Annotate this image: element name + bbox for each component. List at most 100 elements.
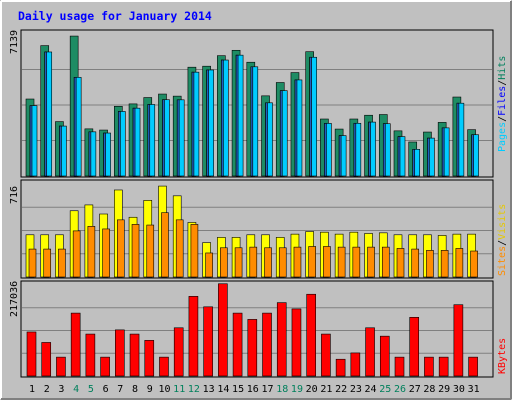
- bar-pages: [412, 149, 416, 177]
- bar-sites: [470, 250, 478, 278]
- bar-pages: [353, 122, 357, 177]
- bar-sites: [337, 246, 346, 278]
- bar-pages: [103, 132, 106, 177]
- bar-pages: [427, 137, 430, 177]
- bar-kbytes: [41, 342, 52, 377]
- x-tick-label: 17: [261, 384, 273, 395]
- legend-separator: /: [497, 240, 508, 246]
- bar-pages: [456, 102, 460, 177]
- x-tick-label: 20: [306, 384, 318, 395]
- bar-pages: [191, 71, 195, 177]
- bar-kbytes: [218, 283, 228, 377]
- x-tick-label: 1: [29, 384, 35, 395]
- bar-pages: [235, 54, 239, 177]
- bar-pages: [294, 79, 298, 177]
- bar-sites: [87, 226, 96, 278]
- bar-sites: [352, 246, 361, 278]
- bar-sites: [102, 228, 110, 278]
- bar-kbytes: [379, 335, 390, 377]
- x-tick-label: 6: [103, 384, 109, 395]
- x-tick-label: 10: [158, 384, 170, 395]
- bar-kbytes: [321, 333, 331, 377]
- bar-pages: [73, 77, 77, 177]
- x-tick-label: 3: [58, 384, 64, 395]
- x-tick-label: 29: [438, 384, 450, 395]
- bar-sites: [58, 248, 66, 278]
- bar-kbytes: [56, 356, 66, 377]
- bar-pages: [338, 135, 342, 177]
- bar-sites: [396, 248, 405, 278]
- bar-pages: [132, 107, 136, 177]
- bar-sites: [293, 246, 302, 278]
- panel-kbytes-ymax: 217036: [9, 281, 20, 317]
- legend-kbytes: KBytes: [497, 338, 508, 374]
- bar-sites: [28, 248, 37, 278]
- panel-visits-legend: Sites/Visits: [497, 204, 508, 276]
- bar-kbytes: [232, 312, 243, 377]
- bars-layer: [25, 35, 479, 377]
- bar-pages: [324, 123, 327, 177]
- bar-pages: [118, 111, 121, 177]
- x-tick-label: 16: [247, 384, 259, 395]
- bar-kbytes: [159, 356, 169, 377]
- bar-kbytes: [26, 331, 37, 377]
- bar-pages: [147, 104, 151, 177]
- bar-sites: [234, 247, 243, 278]
- chart-title: Daily usage for January 2014: [18, 9, 212, 23]
- x-tick-label: 15: [232, 384, 244, 395]
- bar-pages: [265, 102, 268, 177]
- bar-sites: [131, 224, 140, 278]
- bar-kbytes: [276, 302, 287, 377]
- x-tick-label: 5: [88, 384, 94, 395]
- legend-files: Files: [497, 86, 508, 116]
- bar-sites: [426, 250, 434, 278]
- bar-kbytes: [144, 340, 155, 377]
- bar-kbytes: [291, 308, 302, 377]
- bar-kbytes: [306, 293, 316, 377]
- x-tick-label: 28: [423, 384, 435, 395]
- x-tick-label: 13: [203, 384, 215, 395]
- x-tick-label: 24: [365, 384, 377, 395]
- bar-pages: [88, 131, 92, 177]
- bar-kbytes: [453, 304, 464, 377]
- bar-sites: [367, 246, 375, 278]
- bar-sites: [161, 212, 169, 278]
- bar-sites: [308, 246, 316, 278]
- bar-sites: [455, 248, 464, 278]
- legend-sites: Sites: [497, 246, 508, 276]
- bar-sites: [220, 247, 228, 278]
- bar-pages: [279, 90, 283, 177]
- x-tick-labels: 1 2 3 4 5 6 7 8 9 10 11 12 13 14 15 16 17 18 19 20 21 22 23 24 2…: [29, 384, 480, 395]
- bar-kbytes: [262, 312, 272, 377]
- bar-kbytes: [247, 319, 258, 377]
- bar-sites: [205, 252, 213, 278]
- bar-pages: [309, 56, 312, 177]
- bar-kbytes: [100, 356, 110, 377]
- bar-sites: [323, 246, 331, 278]
- x-tick-label: 2: [44, 384, 50, 395]
- panel-hits-legend: Pages/Files/Hits: [497, 56, 508, 152]
- bar-pages: [397, 136, 401, 177]
- legend-visits: Visits: [497, 204, 508, 240]
- bar-kbytes: [394, 356, 405, 377]
- bar-pages: [221, 59, 224, 177]
- bar-kbytes: [115, 329, 125, 377]
- x-tick-label: 31: [468, 384, 480, 395]
- legend-pages: Pages: [497, 122, 508, 152]
- bar-pages: [382, 123, 386, 177]
- bar-kbytes: [409, 317, 420, 377]
- bar-pages: [59, 125, 62, 177]
- bar-pages: [44, 51, 48, 177]
- bar-kbytes: [188, 296, 199, 377]
- x-tick-label: 12: [188, 384, 200, 395]
- x-tick-label: 18: [276, 384, 288, 395]
- bar-pages: [206, 69, 209, 177]
- bar-pages: [176, 99, 180, 177]
- bar-sites: [146, 224, 155, 278]
- x-tick-label: 27: [409, 384, 421, 395]
- bar-kbytes: [350, 352, 361, 377]
- x-tick-label: 7: [117, 384, 123, 395]
- bar-kbytes: [438, 356, 449, 377]
- bar-sites: [411, 248, 420, 278]
